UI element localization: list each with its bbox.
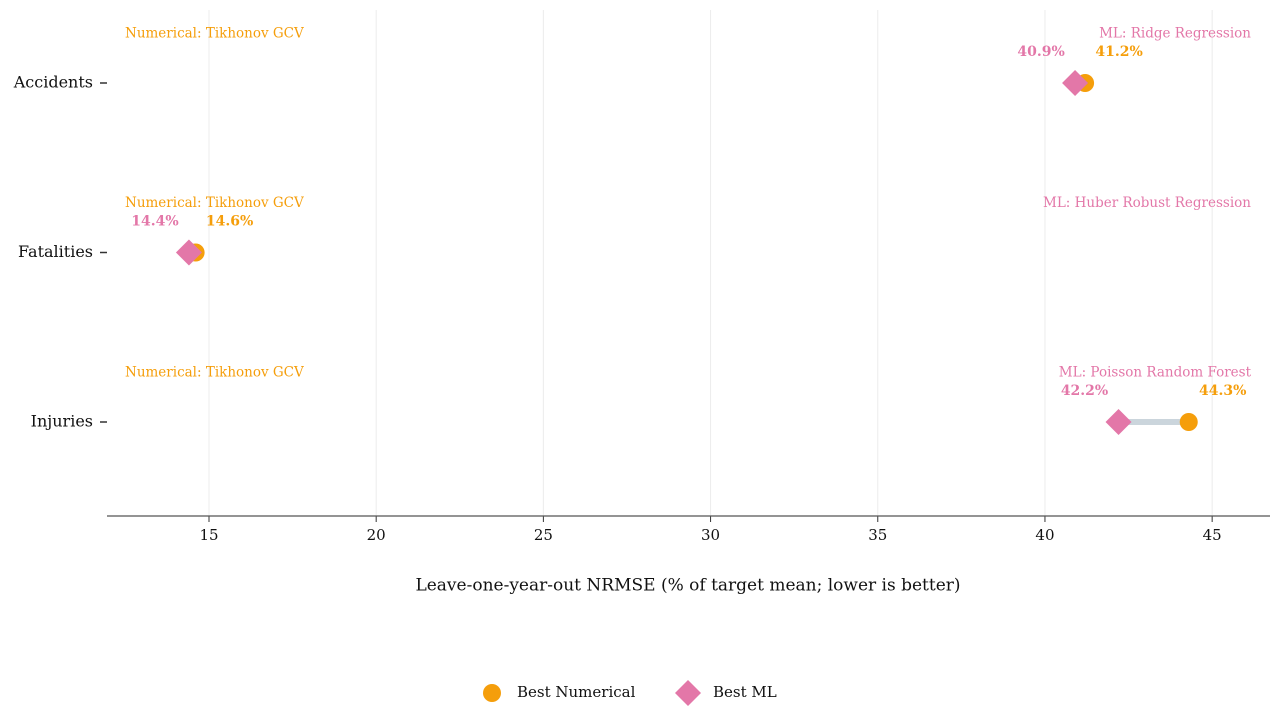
value-label: 44.3% [1199, 383, 1246, 399]
x-tick-label: 40 [1035, 526, 1054, 544]
x-tick-label: 20 [367, 526, 386, 544]
method-annotation: Numerical: Tikhonov GCV [125, 365, 304, 381]
legend-label: Best Numerical [517, 683, 636, 701]
y-tick-label: Injuries [31, 412, 93, 431]
y-tick-label: Accidents [13, 73, 93, 92]
method-annotation: ML: Ridge Regression [1099, 26, 1251, 42]
method-annotation: ML: Poisson Random Forest [1059, 365, 1252, 381]
x-tick-label: 35 [868, 526, 887, 544]
legend-label: Best ML [713, 683, 777, 701]
y-tick-label: Fatalities [18, 242, 93, 261]
marker-circle [1179, 413, 1198, 431]
method-annotation: ML: Huber Robust Regression [1043, 195, 1251, 211]
value-label: 40.9% [1017, 44, 1064, 60]
marker-diamond [1062, 70, 1089, 96]
value-label: 41.2% [1095, 44, 1142, 60]
value-label: 14.4% [131, 214, 178, 230]
x-tick-label: 25 [534, 526, 553, 544]
x-axis-label: Leave-one-year-out NRMSE (% of target me… [415, 576, 960, 596]
marker-diamond [675, 680, 701, 706]
x-tick-label: 45 [1203, 526, 1222, 544]
x-tick-label: 15 [199, 526, 218, 544]
method-annotation: Numerical: Tikhonov GCV [125, 195, 304, 211]
marker-circle [483, 684, 501, 702]
value-label: 14.6% [206, 214, 253, 230]
method-annotation: Numerical: Tikhonov GCV [125, 26, 304, 42]
x-tick-label: 30 [701, 526, 720, 544]
marker-diamond [175, 239, 202, 266]
marker-diamond [1105, 409, 1132, 435]
value-label: 42.2% [1061, 383, 1108, 399]
